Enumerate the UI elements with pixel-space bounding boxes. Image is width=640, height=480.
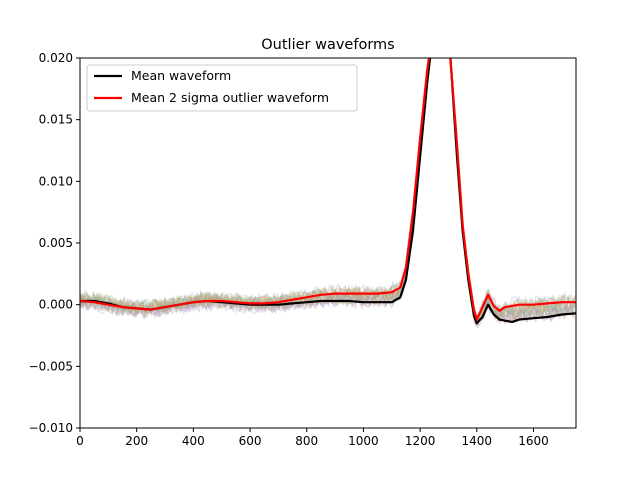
x-tick-label: 800	[295, 434, 318, 448]
x-tick-label: 600	[239, 434, 262, 448]
x-tick-label: 200	[125, 434, 148, 448]
legend-box	[86, 64, 358, 112]
y-tick-label: 0.015	[39, 113, 73, 127]
legend: Mean waveform Mean 2 sigma outlier wavef…	[86, 64, 358, 112]
x-tick-label: 0	[76, 434, 84, 448]
y-tick-label: 0.000	[39, 298, 73, 312]
x-tick-label: 1000	[348, 434, 379, 448]
y-tick-label: −0.005	[29, 359, 73, 373]
legend-label-outlier-waveform: Mean 2 sigma outlier waveform	[131, 90, 329, 105]
legend-label-mean-waveform: Mean waveform	[131, 68, 231, 83]
individual-waveform	[80, 58, 576, 324]
y-tick-label: 0.005	[39, 236, 73, 250]
x-tick-label: 1600	[518, 434, 549, 448]
series-layer	[80, 58, 576, 325]
chart-title: Outlier waveforms	[261, 37, 394, 53]
plot-area	[80, 58, 576, 328]
individual-waveform	[80, 58, 576, 328]
y-tick-label: 0.010	[39, 174, 73, 188]
y-tick-label: 0.020	[39, 51, 73, 65]
x-axis: 0 200 400 600 800 1000 1200 1400 1600	[76, 428, 549, 448]
x-tick-label: 400	[182, 434, 205, 448]
series-outlier-waveform	[80, 58, 576, 321]
individual-waveform	[80, 58, 576, 324]
individual-waveform	[80, 58, 576, 324]
x-tick-label: 1400	[462, 434, 493, 448]
x-tick-label: 1200	[405, 434, 436, 448]
y-tick-label: −0.010	[29, 421, 73, 435]
y-axis: −0.010 −0.005 0.000 0.005 0.010 0.015 0.020	[29, 51, 80, 435]
